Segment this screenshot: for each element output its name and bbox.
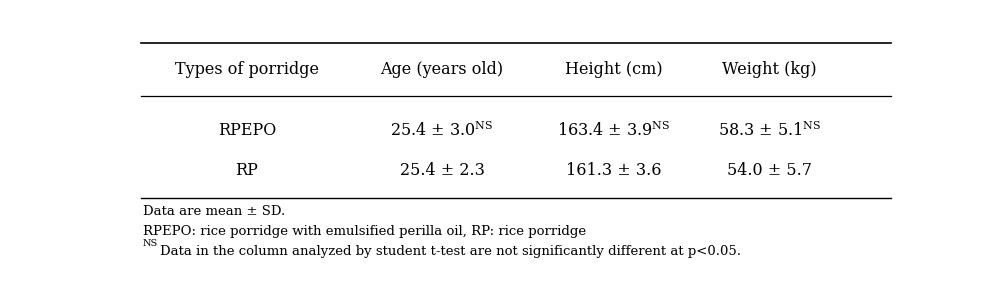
Text: 25.4 ± 2.3: 25.4 ± 2.3 xyxy=(400,162,484,179)
Text: Data in the column analyzed by student t-test are not significantly different at: Data in the column analyzed by student t… xyxy=(160,245,741,257)
Text: NS: NS xyxy=(143,239,158,248)
Text: Data are mean ± SD.: Data are mean ± SD. xyxy=(143,205,285,218)
Text: Weight (kg): Weight (kg) xyxy=(722,61,817,78)
Text: RP: RP xyxy=(236,162,258,179)
Text: 161.3 ± 3.6: 161.3 ± 3.6 xyxy=(566,162,662,179)
Text: 25.4 ± 3.0$^{\mathregular{NS}}$: 25.4 ± 3.0$^{\mathregular{NS}}$ xyxy=(391,121,493,140)
Text: RPEPO: rice porridge with emulsified perilla oil, RP: rice porridge: RPEPO: rice porridge with emulsified per… xyxy=(143,225,586,238)
Text: 54.0 ± 5.7: 54.0 ± 5.7 xyxy=(727,162,813,179)
Text: Age (years old): Age (years old) xyxy=(381,61,504,78)
Text: 58.3 ± 5.1$^{\mathregular{NS}}$: 58.3 ± 5.1$^{\mathregular{NS}}$ xyxy=(718,121,822,140)
Text: RPEPO: RPEPO xyxy=(218,122,276,139)
Text: Height (cm): Height (cm) xyxy=(565,61,663,78)
Text: Types of porridge: Types of porridge xyxy=(175,61,319,78)
Text: 163.4 ± 3.9$^{\mathregular{NS}}$: 163.4 ± 3.9$^{\mathregular{NS}}$ xyxy=(557,121,671,140)
